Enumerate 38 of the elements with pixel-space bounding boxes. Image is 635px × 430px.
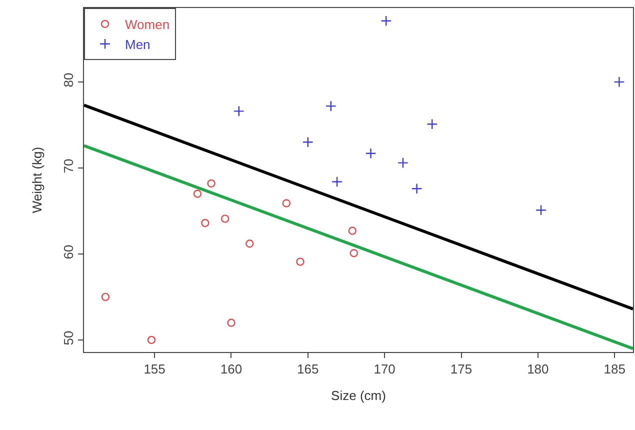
y-tick-label: 70 [60,158,76,174]
point [233,106,244,117]
point [101,292,110,302]
point [350,249,358,258]
point [380,15,392,26]
point [220,214,230,223]
x-tick-label: 185 [604,362,626,377]
x-tick-label: 180 [527,362,549,377]
point [302,136,314,148]
x-tick-label: 170 [374,362,396,377]
point [348,226,356,235]
legend-label: Women [125,17,170,32]
point [207,179,216,188]
point [411,183,422,194]
point [397,157,408,168]
x-tick-label: 160 [220,362,242,377]
x-tick-label: 175 [450,362,472,377]
x-tick-label: 165 [297,362,319,377]
point [332,176,343,188]
point [147,336,156,344]
x-tick-label: 155 [144,362,166,377]
point [227,318,236,327]
point [614,76,625,88]
point [365,148,376,159]
point [282,199,291,208]
y-tick-label: 60 [60,244,76,260]
y-axis-title: Weight (kg) [30,146,45,214]
y-tick-label: 50 [60,330,76,346]
point [201,218,210,228]
point [246,240,254,248]
point [426,118,438,130]
y-tick-label: 80 [60,72,76,88]
legend-label: Men [125,36,150,52]
point [325,100,336,112]
point [535,204,546,216]
x-axis-title: Size (cm) [331,388,386,404]
point [296,258,304,266]
point [193,190,202,198]
